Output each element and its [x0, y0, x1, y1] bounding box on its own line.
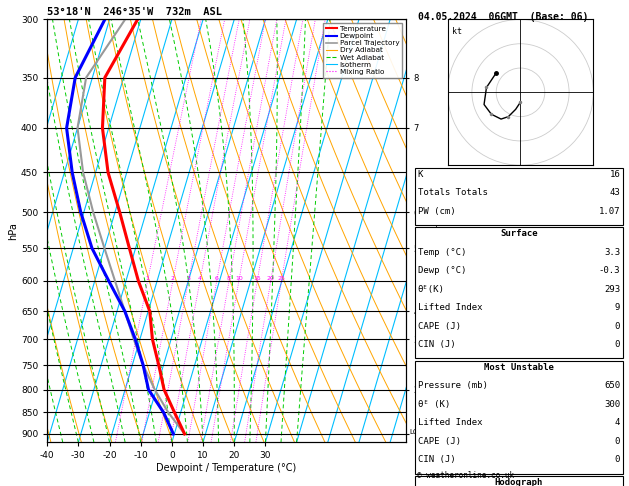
Text: 20: 20: [267, 276, 275, 281]
Text: 04.05.2024  06GMT  (Base: 06): 04.05.2024 06GMT (Base: 06): [418, 12, 589, 22]
Text: 3.3: 3.3: [604, 248, 620, 257]
Text: CIN (J): CIN (J): [418, 340, 455, 349]
Text: Lifted Index: Lifted Index: [418, 418, 482, 427]
Text: Dewp (°C): Dewp (°C): [418, 266, 466, 275]
Text: 6: 6: [214, 276, 219, 281]
Text: θᴱ(K): θᴱ(K): [418, 285, 445, 294]
Text: Mixing Ratio (g/kg): Mixing Ratio (g/kg): [435, 258, 443, 331]
Text: 4: 4: [615, 418, 620, 427]
Text: Pressure (mb): Pressure (mb): [418, 382, 487, 390]
Text: 1.07: 1.07: [599, 207, 620, 216]
Text: 3: 3: [186, 276, 191, 281]
Text: 53°18'N  246°35'W  732m  ASL: 53°18'N 246°35'W 732m ASL: [47, 7, 222, 17]
Text: Lifted Index: Lifted Index: [418, 303, 482, 312]
Text: Surface: Surface: [500, 229, 538, 238]
Text: LCL: LCL: [409, 429, 422, 435]
Text: 0: 0: [615, 322, 620, 330]
Text: 300: 300: [604, 400, 620, 409]
Text: Most Unstable: Most Unstable: [484, 363, 554, 372]
Text: 1: 1: [146, 276, 150, 281]
Text: 10: 10: [235, 276, 243, 281]
Text: K: K: [418, 170, 423, 179]
Text: 25: 25: [277, 276, 286, 281]
Text: θᴱ (K): θᴱ (K): [418, 400, 450, 409]
X-axis label: Dewpoint / Temperature (°C): Dewpoint / Temperature (°C): [157, 463, 296, 473]
Text: 0: 0: [615, 340, 620, 349]
Text: 650: 650: [604, 382, 620, 390]
Y-axis label: km
ASL: km ASL: [420, 224, 440, 238]
Text: 9: 9: [615, 303, 620, 312]
Text: 8: 8: [227, 276, 231, 281]
Text: 293: 293: [604, 285, 620, 294]
Text: CAPE (J): CAPE (J): [418, 322, 460, 330]
Text: 0: 0: [615, 437, 620, 446]
Text: Hodograph: Hodograph: [495, 478, 543, 486]
Text: 15: 15: [253, 276, 261, 281]
Text: Temp (°C): Temp (°C): [418, 248, 466, 257]
Text: -0.3: -0.3: [599, 266, 620, 275]
Text: 2: 2: [171, 276, 175, 281]
Text: kt: kt: [452, 27, 462, 36]
Text: Totals Totals: Totals Totals: [418, 188, 487, 197]
Text: 43: 43: [610, 188, 620, 197]
Text: CAPE (J): CAPE (J): [418, 437, 460, 446]
Text: CIN (J): CIN (J): [418, 455, 455, 464]
Text: 16: 16: [610, 170, 620, 179]
Legend: Temperature, Dewpoint, Parcel Trajectory, Dry Adiabat, Wet Adiabat, Isotherm, Mi: Temperature, Dewpoint, Parcel Trajectory…: [323, 23, 402, 78]
Y-axis label: hPa: hPa: [8, 222, 18, 240]
Text: 0: 0: [615, 455, 620, 464]
Text: PW (cm): PW (cm): [418, 207, 455, 216]
Text: 4: 4: [198, 276, 202, 281]
Text: © weatheronline.co.uk: © weatheronline.co.uk: [417, 471, 514, 480]
